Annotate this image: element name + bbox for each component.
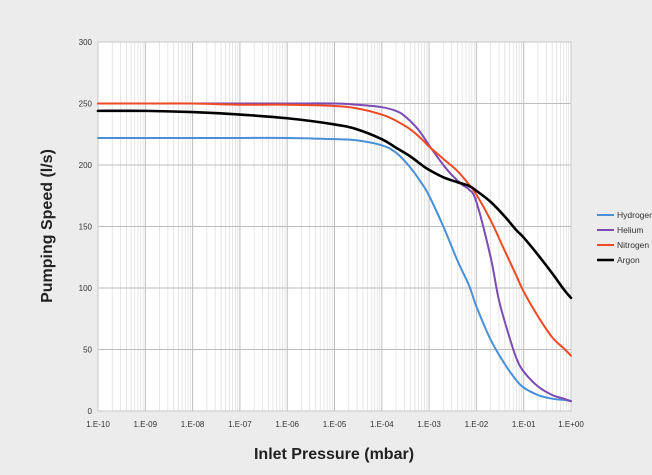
plot-border (97, 41, 572, 412)
x-tick-label: 1.E-08 (181, 420, 205, 429)
x-tick-label: 1.E-03 (417, 420, 441, 429)
legend-label: Hydrogen (617, 210, 652, 220)
y-tick-label: 250 (79, 100, 93, 109)
x-tick-label: 1.E-07 (228, 420, 252, 429)
x-tick-label: 1.E-05 (323, 420, 347, 429)
x-tick-label: 1.E-04 (370, 420, 394, 429)
series-line-helium (97, 102, 572, 403)
x-axis-title: Inlet Pressure (mbar) (254, 446, 414, 463)
series-line-hydrogen (97, 136, 572, 403)
axis-ticks: 1.E-10 1.E-09 1.E-08 1.E-07 1.E-06 1.E-05 1.E-… (79, 38, 585, 429)
series-lines (96, 102, 573, 403)
legend-label: Nitrogen (617, 240, 649, 250)
y-axis-title: Pumping Speed (l/s) (39, 149, 56, 303)
y-tick-label: 300 (79, 38, 93, 47)
y-tick-label: 50 (83, 346, 92, 355)
y-tick-label: 100 (79, 284, 93, 293)
x-tick-label: 1.E-06 (275, 420, 299, 429)
legend: Hydrogen Helium Nitrogen Argon (597, 210, 652, 265)
y-tick-label: 150 (79, 223, 93, 232)
x-tick-label: 1.E-10 (86, 420, 110, 429)
series-line-nitrogen (97, 102, 572, 357)
y-tick-label: 200 (79, 161, 93, 170)
legend-label: Helium (617, 225, 643, 235)
x-tick-label: 1.E-01 (512, 420, 536, 429)
legend-label: Argon (617, 255, 640, 265)
x-tick-label: 1.E-02 (465, 420, 489, 429)
series-line-argon (96, 109, 573, 300)
y-tick-label: 0 (88, 407, 93, 416)
x-tick-label: 1.E+00 (558, 420, 584, 429)
x-tick-label: 1.E-09 (134, 420, 158, 429)
